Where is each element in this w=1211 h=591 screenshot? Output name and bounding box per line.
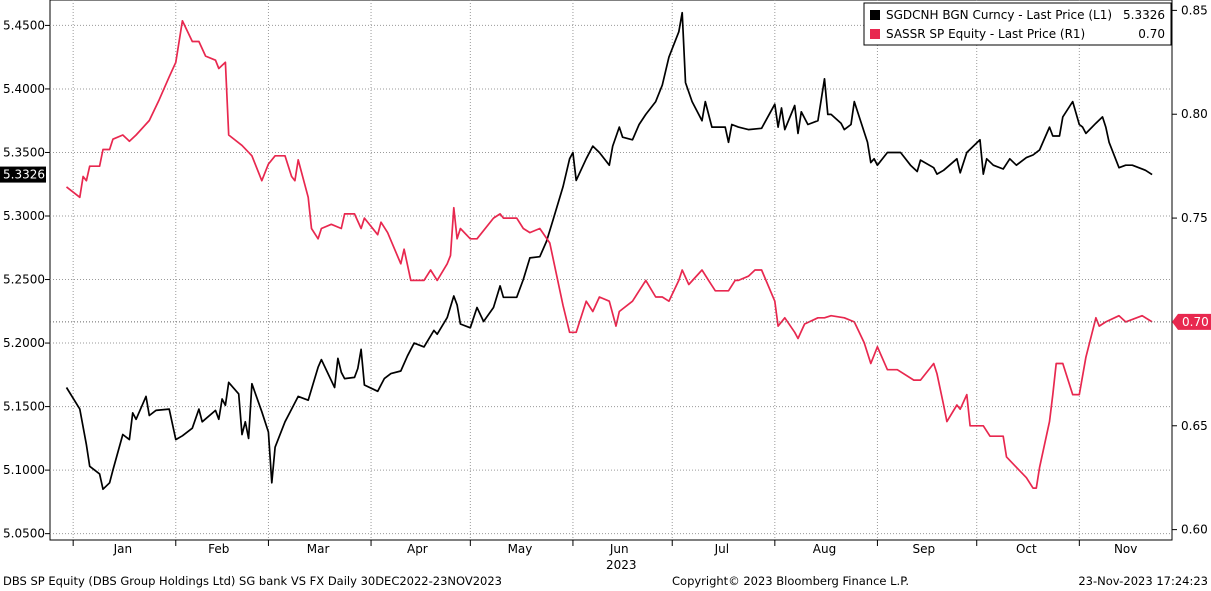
x-tick-label: Sep [912, 542, 935, 556]
legend-swatch [870, 29, 880, 39]
left-tick-label: 5.4500 [3, 18, 45, 32]
left-tick-label: 5.2500 [3, 273, 45, 287]
x-tick-label: Oct [1016, 542, 1037, 556]
legend-label: SASSR SP Equity - Last Price (R1) [886, 27, 1085, 41]
sgdcnh-line [65, 11, 1153, 491]
right-tick-label: 0.65 [1181, 419, 1208, 433]
right-tick-label: 0.75 [1181, 211, 1208, 225]
left-tick-label: 5.4000 [3, 82, 45, 96]
x-tick-label: May [508, 542, 533, 556]
right-tick-label: 0.80 [1181, 107, 1208, 121]
x-tick-label: Jan [113, 542, 133, 556]
footer-timestamp: 23-Nov-2023 17:24:23 [1078, 574, 1208, 588]
x-tick-label: Mar [307, 542, 330, 556]
sassr-line [65, 19, 1153, 489]
legend-value: 0.70 [1138, 27, 1165, 41]
left-tick-label: 5.0500 [3, 527, 45, 541]
legend-box [863, 2, 1172, 46]
left-tick-label: 5.2000 [3, 336, 45, 350]
x-tick-label: Jul [714, 542, 729, 556]
left-tick-label: 5.1500 [3, 400, 45, 414]
legend-swatch [870, 10, 880, 20]
x-tick-label: Jun [609, 542, 629, 556]
plot-area [49, 0, 1173, 541]
footer-copyright: Copyright© 2023 Bloomberg Finance L.P. [672, 574, 909, 588]
x-tick-label: Feb [208, 542, 229, 556]
right-tick-label: 0.85 [1181, 3, 1208, 17]
legend-label: SGDCNH BGN Curncy - Last Price (L1) [886, 8, 1112, 22]
left-tick-label: 5.1000 [3, 463, 45, 477]
price-chart: Jan Feb Mar Apr May Jun Jul Aug Sep Oct Nov 2023 5.0… [0, 0, 1211, 570]
last-value-label-right: 0.70 [1182, 315, 1209, 329]
legend-value: 5.3326 [1123, 8, 1165, 22]
last-value-label-left: 5.3326 [3, 168, 45, 182]
x-tick-label: Apr [407, 542, 428, 556]
left-tick-label: 5.3000 [3, 209, 45, 223]
last-value-tag-right [1172, 313, 1211, 330]
x-tick-label: Nov [1114, 542, 1137, 556]
x-year-label: 2023 [606, 558, 637, 570]
right-tick-label: 0.60 [1181, 523, 1208, 537]
left-tick-label: 5.3500 [3, 145, 45, 159]
last-value-tag-left [0, 166, 46, 183]
footer-description: DBS SP Equity (DBS Group Holdings Ltd) S… [3, 574, 502, 588]
x-tick-label: Aug [813, 542, 836, 556]
